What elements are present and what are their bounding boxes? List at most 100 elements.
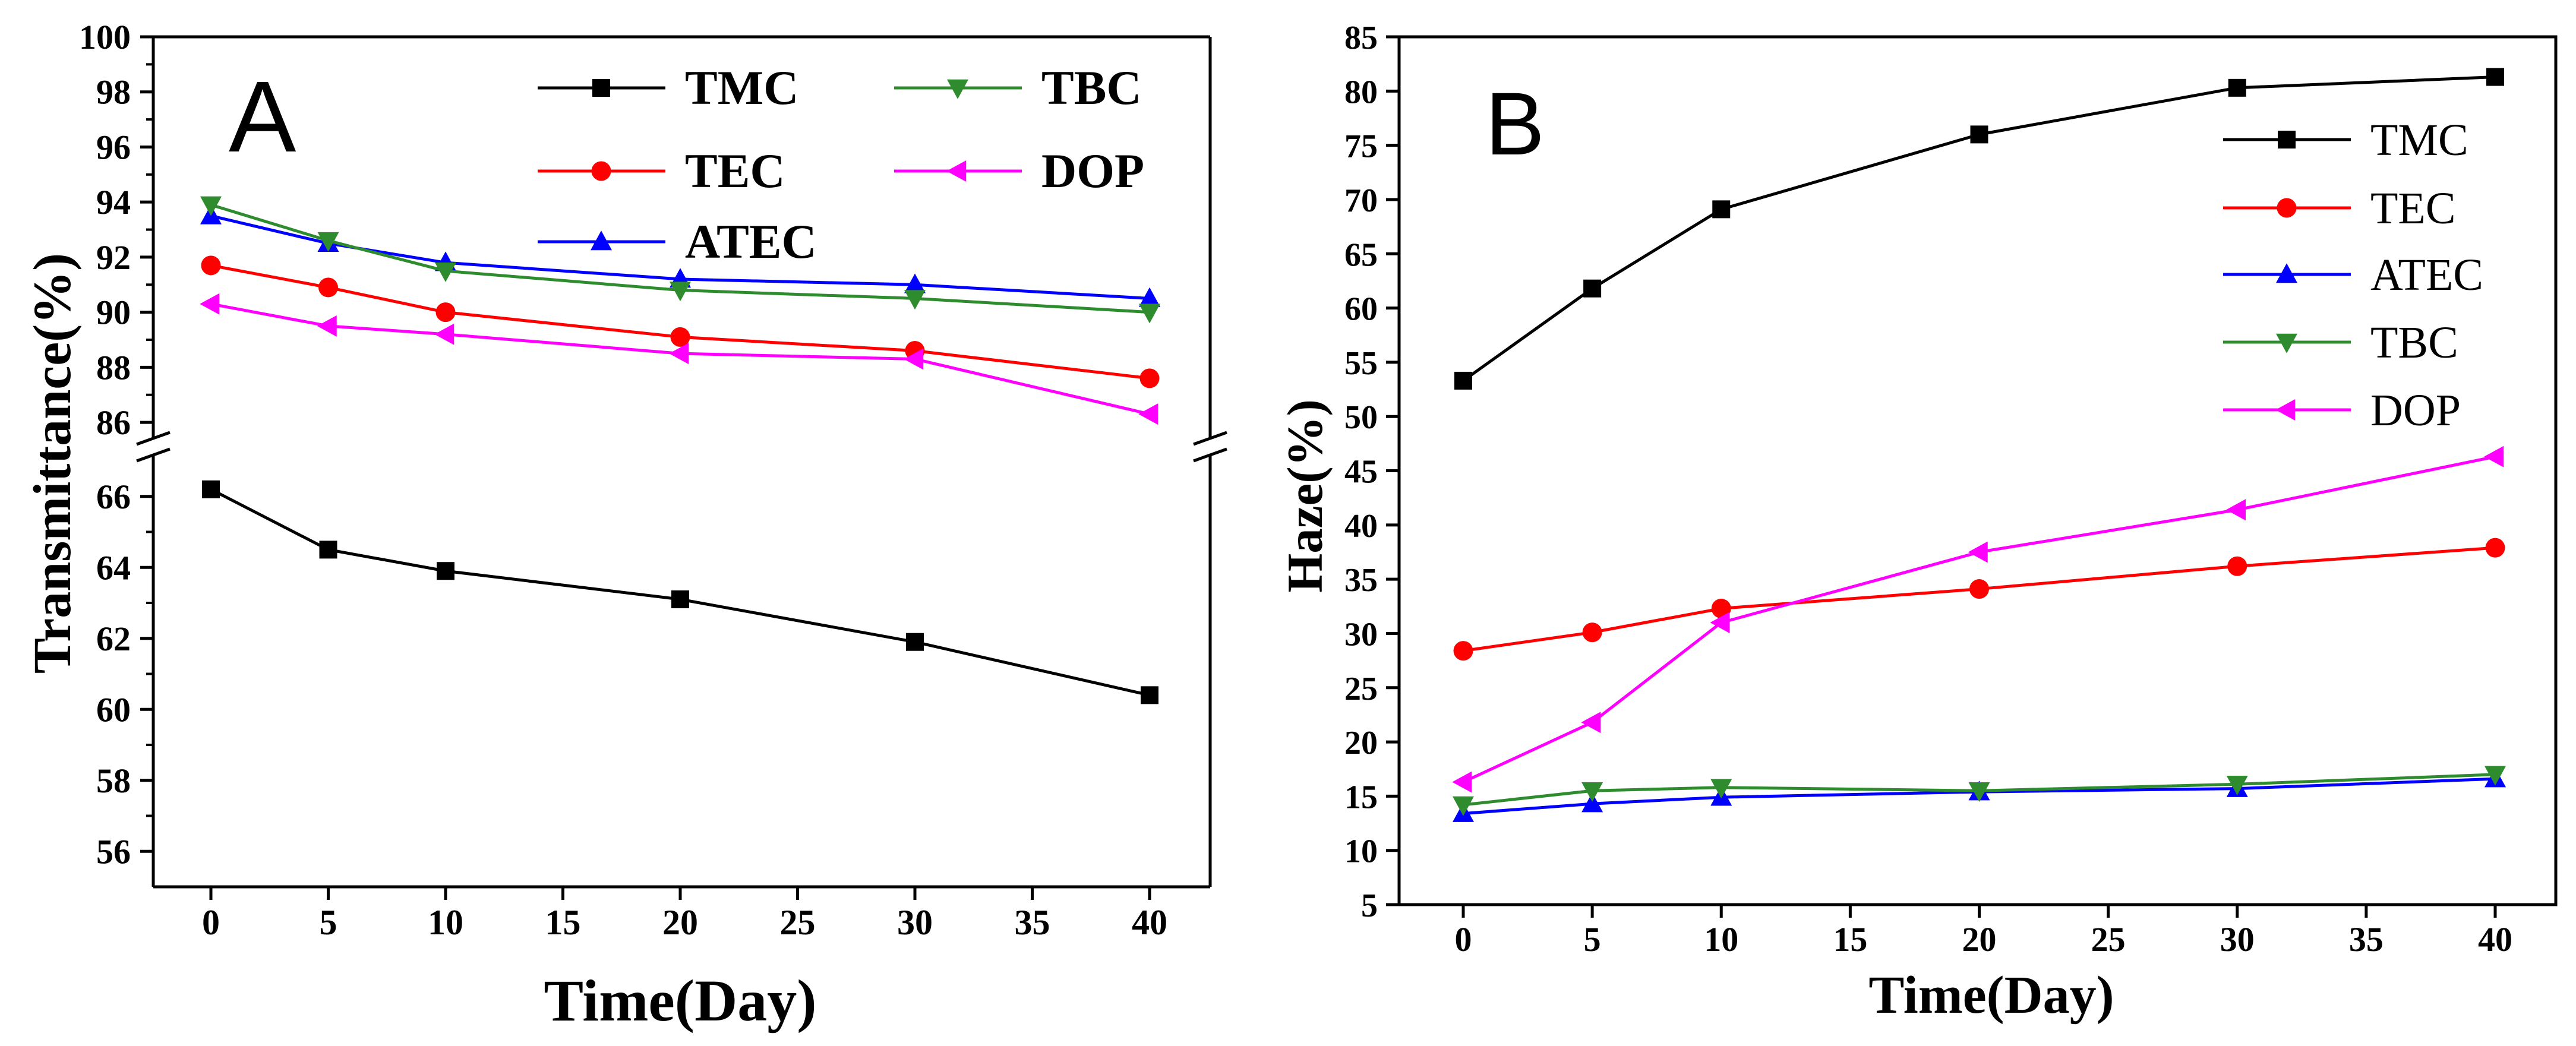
panel-a-x-tick-label: 15	[545, 903, 581, 942]
panel-a-y-tick-label: 92	[96, 238, 131, 277]
panel-b-legend: TMC TEC ATEC TBC DOP	[2223, 115, 2483, 435]
panel-a-series-line-dop	[210, 302, 1150, 416]
panel-a-x-axis-title: Time(Day)	[544, 968, 816, 1034]
panel-a-point-tec	[201, 255, 221, 276]
panel-b-point-tmc	[2228, 78, 2246, 97]
panel-b-y-tick-label: 20	[1344, 725, 1378, 761]
panel-a-point-tec	[1139, 368, 1160, 388]
panel-a-point-tmc	[906, 633, 924, 651]
panel-a-x-tick-label: 40	[1132, 903, 1167, 942]
panel-b-legend-marker-dop	[2275, 399, 2296, 421]
panel-b-legend-label-tec: TEC	[2370, 184, 2456, 233]
panel-a-x-tick-label: 35	[1015, 903, 1050, 942]
panel-b-point-dop	[2226, 499, 2246, 521]
panel-a-axis-break-mark	[1193, 447, 1227, 463]
panel-a-point-dop	[200, 293, 220, 315]
panel-b-y-tick-label: 60	[1344, 291, 1378, 328]
panel-a-point-atec	[904, 273, 926, 293]
panel-b-frame	[1397, 35, 2558, 906]
panel-b-y-tick-label: 45	[1344, 454, 1378, 491]
panel-a-point-dop	[317, 315, 337, 337]
panel-b-series-line-dop	[1462, 455, 2496, 783]
panel-a-series-line-tbc	[210, 203, 1150, 314]
panel-a-y-tick-label: 90	[96, 293, 131, 332]
panel-a-y-tick-label: 100	[79, 18, 131, 56]
panel-b-letter: B	[1485, 74, 1545, 173]
panel-b-y-tick-label: 5	[1361, 887, 1378, 924]
panel-b-point-tec	[1453, 641, 1473, 661]
panel-a-point-tbc	[670, 282, 691, 302]
panel-b-point-tec	[1582, 622, 1602, 643]
panel-a-point-dop	[669, 343, 689, 365]
panel-b-point-tec	[1969, 579, 1989, 599]
panel-b-point-tmc	[1454, 371, 1472, 390]
panel-b-y-tick-label: 75	[1344, 128, 1378, 165]
panel-a-legend-marker-atec	[591, 230, 612, 251]
panel-a-point-tmc	[671, 590, 689, 609]
panel-b-legend-marker-tmc	[2278, 131, 2296, 148]
panel-a-y-tick-label: 60	[96, 690, 131, 729]
panel-a-point-dop	[1138, 403, 1158, 425]
panel-b-point-dop	[1968, 541, 1988, 563]
panel-a-series-line-tec	[210, 264, 1150, 380]
panel-a-y-axis-title: Transmittance(%)	[23, 253, 82, 674]
panel-a-point-tec	[435, 302, 456, 323]
panel-b-point-tbc	[1581, 782, 1603, 802]
panel-a-legend-label-tmc: TMC	[685, 61, 798, 115]
panel-b-haze-chart: 0 5 10 15 20 25 30 35 40 5 10 15 20 25 30 35 40 45 50 55 60 6…	[1277, 20, 2558, 1025]
panel-b-legend-label-atec: ATEC	[2370, 250, 2483, 300]
panel-b-y-tick-label: 65	[1344, 236, 1378, 273]
panel-a-point-dop	[434, 323, 454, 345]
panel-b-series-line-tmc	[1462, 75, 2496, 382]
panel-b-x-tick-label: 40	[2478, 920, 2512, 959]
panel-b-y-tick-label: 10	[1344, 833, 1378, 870]
panel-a-series-line-tmc	[210, 488, 1150, 697]
panel-a-point-tbc	[317, 232, 339, 252]
panel-a-letter: A	[229, 61, 296, 173]
panel-a-y-tick-label: 58	[96, 761, 131, 800]
panel-a-legend-marker-tbc	[947, 79, 968, 99]
panel-b-y-tick-label: 50	[1344, 399, 1378, 436]
panel-b-legend-marker-tbc	[2276, 333, 2297, 353]
panel-a-y-tick-label: 96	[96, 128, 131, 166]
panel-a-point-tmc	[437, 562, 454, 580]
panel-b-x-tick-label: 35	[2349, 920, 2384, 959]
panel-a-x-tick-label: 30	[897, 903, 933, 942]
panel-b-point-dop	[1452, 771, 1472, 793]
panel-a-y-tick-label: 86	[96, 403, 131, 442]
panel-b-x-tick-label: 25	[2091, 920, 2126, 959]
panel-b-point-tec	[2485, 538, 2505, 558]
panel-a-legend-label-atec: ATEC	[685, 214, 817, 268]
panel-a-point-tmc	[1141, 686, 1158, 704]
panel-a-point-tbc	[904, 290, 926, 310]
panel-b-point-tmc	[1583, 279, 1602, 298]
panel-a-y-tick-label: 56	[96, 832, 131, 871]
panel-a-legend-marker-tec	[591, 161, 611, 181]
panel-b-x-tick-label: 20	[1962, 920, 1997, 959]
panel-a-point-tmc	[319, 541, 337, 559]
panel-b-point-tmc	[2486, 68, 2504, 86]
panel-b-point-tbc	[2226, 776, 2248, 796]
panel-b-y-tick-label: 85	[1344, 20, 1378, 56]
panel-a-x-tick-label: 25	[780, 903, 816, 942]
panel-b-x-tick-label: 10	[1704, 920, 1738, 959]
panel-b-y-tick-label: 15	[1344, 779, 1378, 816]
panel-b-series-line-tec	[1463, 546, 2496, 653]
panel-b-point-dop	[1710, 612, 1730, 634]
panel-b-y-tick-label: 55	[1344, 345, 1378, 382]
panel-b-y-tick-label: 30	[1344, 616, 1378, 653]
panel-a-point-tbc	[435, 262, 456, 282]
panel-a-axis-break-mark	[136, 447, 171, 463]
panel-b-point-tmc	[1712, 200, 1731, 219]
panel-b-point-dop	[1581, 712, 1601, 734]
panel-b-point-tbc	[1968, 782, 1990, 802]
panel-b-y-tick-label: 25	[1344, 671, 1378, 707]
panel-b-point-tbc	[1453, 796, 1474, 816]
panel-b-series-line-tbc	[1463, 773, 2496, 807]
panel-b-x-axis-title: Time(Day)	[1868, 966, 2114, 1025]
panel-b-point-tec	[2227, 556, 2247, 576]
panel-a-x-tick-label: 0	[202, 903, 220, 942]
panel-b-point-tbc	[1710, 779, 1732, 799]
panel-a-x-tick-label: 5	[320, 903, 337, 942]
